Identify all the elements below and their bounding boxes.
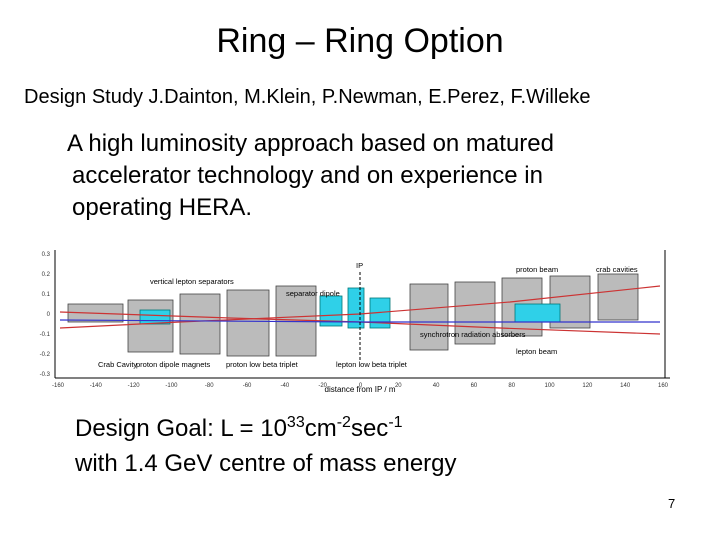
diagram-label: lepton low beta triplet [336,360,408,369]
x-tick-label: -160 [52,383,65,389]
diagram-label: IP [356,261,363,270]
diagram-label: vertical lepton separators [150,277,234,286]
diagram-label: proton beam [516,265,558,274]
goal-text: cm [304,415,337,442]
exponent: -2 [336,414,351,431]
page-number: 7 [668,496,676,511]
diagram-label: Crab Cavity [98,360,137,369]
x-tick-label: 120 [582,383,593,389]
x-tick-label: 40 [433,383,440,389]
x-tick-label: 60 [471,383,478,389]
x-tick-label: 100 [545,383,556,389]
x-tick-label: -40 [281,383,290,389]
x-tick-label: 20 [395,383,402,389]
body-line: accelerator technology and on experience… [72,162,543,189]
goal-text: sec [350,415,389,442]
x-tick-label: 140 [620,383,631,389]
y-tick-label: -0.1 [40,332,51,338]
x-tick-label: 0 [359,383,363,389]
diagram-label: crab cavities [596,265,638,274]
goal-text: Design Goal: L = 10 [75,415,287,442]
x-tick-label: 80 [508,383,515,389]
subtitle: Design Study J.Dainton, M.Klein, P.Newma… [24,86,591,108]
diagram-label: synchrotron radiation absorbers [420,330,526,339]
y-tick-label: 0 [47,312,51,318]
x-tick-label: 160 [658,383,669,389]
ir-layout-diagram: IP proton beam crab cavities vertical lepto… [30,242,675,392]
exponent: -1 [388,414,403,431]
x-tick-label: -80 [205,383,214,389]
design-goal: Design Goal: L = 1033cm-2sec-1 [75,414,403,443]
y-tick-label: -0.2 [40,352,51,358]
x-tick-label: -100 [165,383,178,389]
x-tick-label: -60 [243,383,252,389]
diagram-label: separator dipole [286,289,340,298]
diagram-label: proton low beta triplet [226,360,299,369]
x-tick-label: -20 [318,383,327,389]
x-axis-label: distance from IP / m [325,385,396,392]
y-tick-label: 0.3 [42,252,51,258]
body-line: A high luminosity approach based on matu… [67,130,554,157]
diagram-label: proton dipole magnets [136,360,210,369]
title: Ring – Ring Option [216,22,504,60]
x-tick-label: -120 [128,383,141,389]
y-tick-label: 0.2 [42,272,51,278]
x-tick-label: -140 [90,383,103,389]
body-line: operating HERA. [72,194,253,221]
y-tick-label: 0.1 [42,292,51,298]
exponent: 33 [286,414,305,431]
goal-line: with 1.4 GeV centre of mass energy [75,450,457,477]
y-tick-label: -0.3 [40,372,51,378]
diagram-label: lepton beam [516,347,557,356]
